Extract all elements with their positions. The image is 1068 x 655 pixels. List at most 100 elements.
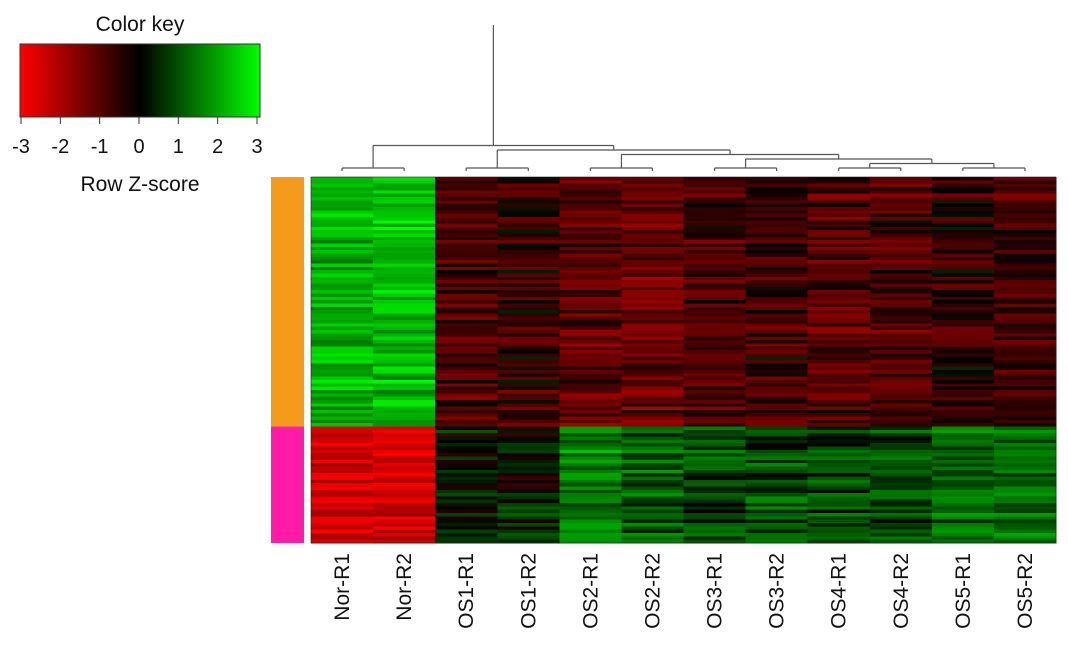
heatmap-cell xyxy=(435,243,498,248)
heatmap-cell xyxy=(745,529,809,534)
heatmap-cell xyxy=(993,316,1057,321)
heatmap-cell xyxy=(683,216,746,221)
heatmap-cell xyxy=(621,533,684,537)
heatmap-cell xyxy=(559,323,622,328)
heatmap-cell xyxy=(931,333,995,338)
heatmap-cell xyxy=(373,489,436,494)
heatmap-cell xyxy=(497,276,560,281)
heatmap-cell xyxy=(435,473,498,477)
heatmap-cell xyxy=(435,449,498,454)
heatmap-cell xyxy=(435,303,498,308)
heatmap-cell xyxy=(745,190,809,195)
heatmap-cell xyxy=(931,356,995,361)
heatmap-cell xyxy=(931,469,995,474)
heatmap-cell xyxy=(373,283,436,288)
heatmap-cell xyxy=(993,479,1057,484)
heatmap-cell xyxy=(931,330,995,334)
heatmap-cell xyxy=(931,310,995,314)
heatmap-cell xyxy=(807,393,871,397)
heatmap-cell xyxy=(931,293,995,298)
heatmap-cell xyxy=(311,193,374,198)
heatmap-cell xyxy=(435,529,498,534)
heatmap-cell xyxy=(373,230,436,234)
heatmap-cell xyxy=(559,263,622,268)
heatmap-cell xyxy=(745,210,809,214)
heatmap-cell xyxy=(683,439,746,444)
heatmap-cell xyxy=(745,439,809,444)
heatmap-cell xyxy=(745,386,809,391)
heatmap-cell xyxy=(993,379,1057,384)
heatmap-cell xyxy=(621,316,684,321)
heatmap-cell xyxy=(497,369,560,374)
heatmap-cell xyxy=(311,399,374,404)
heatmap-cell xyxy=(435,253,498,258)
heatmap-cell xyxy=(559,473,622,477)
heatmap-cell xyxy=(559,326,622,331)
heatmap-cell xyxy=(807,206,871,211)
heatmap-cell xyxy=(683,509,746,514)
heatmap-cell xyxy=(869,286,933,291)
heatmap-cell xyxy=(807,216,871,221)
heatmap-cell xyxy=(869,443,933,447)
heatmap-cell xyxy=(497,220,560,224)
heatmap-cell xyxy=(435,246,498,251)
heatmap-cell xyxy=(311,270,374,274)
heatmap-cell xyxy=(373,519,436,524)
heatmap-cell xyxy=(311,459,374,464)
heatmap-cell xyxy=(683,483,746,487)
heatmap-cell xyxy=(807,343,871,348)
heatmap-cell xyxy=(745,509,809,514)
heatmap-cell xyxy=(497,320,560,324)
heatmap-cell xyxy=(435,419,498,424)
heatmap-cell xyxy=(993,326,1057,331)
heatmap-cell xyxy=(993,290,1057,294)
heatmap-cell xyxy=(373,270,436,274)
heatmap-cell xyxy=(435,336,498,341)
heatmap-cell xyxy=(497,409,560,414)
heatmap-cell xyxy=(931,353,995,358)
heatmap-cell xyxy=(497,183,560,188)
heatmap-cell xyxy=(497,246,560,251)
heatmap-cell xyxy=(683,303,746,308)
heatmap-cell xyxy=(869,446,933,451)
heatmap-cell xyxy=(807,436,871,441)
heatmap-cell xyxy=(621,296,684,301)
heatmap-cell xyxy=(311,413,374,417)
heatmap-cell xyxy=(807,516,871,521)
heatmap-cell xyxy=(435,290,498,294)
heatmap-cell xyxy=(373,459,436,464)
heatmap-cell xyxy=(807,313,871,318)
heatmap-cell xyxy=(497,419,560,424)
heatmap-cell xyxy=(931,216,995,221)
heatmap-cell xyxy=(497,483,560,487)
heatmap-cell xyxy=(993,476,1057,481)
heatmap-cell xyxy=(559,350,622,354)
heatmap-cell xyxy=(745,423,809,427)
heatmap-cell xyxy=(435,413,498,417)
heatmap-cell xyxy=(869,426,933,431)
heatmap-cell xyxy=(745,183,809,188)
heatmap-cell xyxy=(559,303,622,308)
heatmap-cell xyxy=(869,336,933,341)
heatmap-cell xyxy=(993,406,1057,411)
heatmap-cell xyxy=(683,363,746,368)
heatmap-cell xyxy=(373,383,436,388)
color-key-tick-label: 1 xyxy=(173,136,184,158)
heatmap-cell xyxy=(621,443,684,447)
heatmap-cell xyxy=(745,246,809,251)
color-key-tick-label: 3 xyxy=(251,136,262,158)
heatmap-cell xyxy=(683,310,746,314)
heatmap-cell xyxy=(931,193,995,198)
heatmap-cell xyxy=(559,270,622,274)
heatmap-cell xyxy=(993,196,1057,201)
color-key-xlabel: Row Z-score xyxy=(80,173,199,196)
heatmap-cell xyxy=(869,469,933,474)
heatmap-cell xyxy=(931,436,995,441)
color-key-tick-label: -3 xyxy=(12,136,30,158)
heatmap-cell xyxy=(745,350,809,354)
heatmap-cell xyxy=(745,503,809,507)
heatmap-cell xyxy=(869,263,933,268)
heatmap-cell xyxy=(311,443,374,447)
heatmap-cell xyxy=(807,303,871,308)
heatmap-cell xyxy=(497,393,560,397)
